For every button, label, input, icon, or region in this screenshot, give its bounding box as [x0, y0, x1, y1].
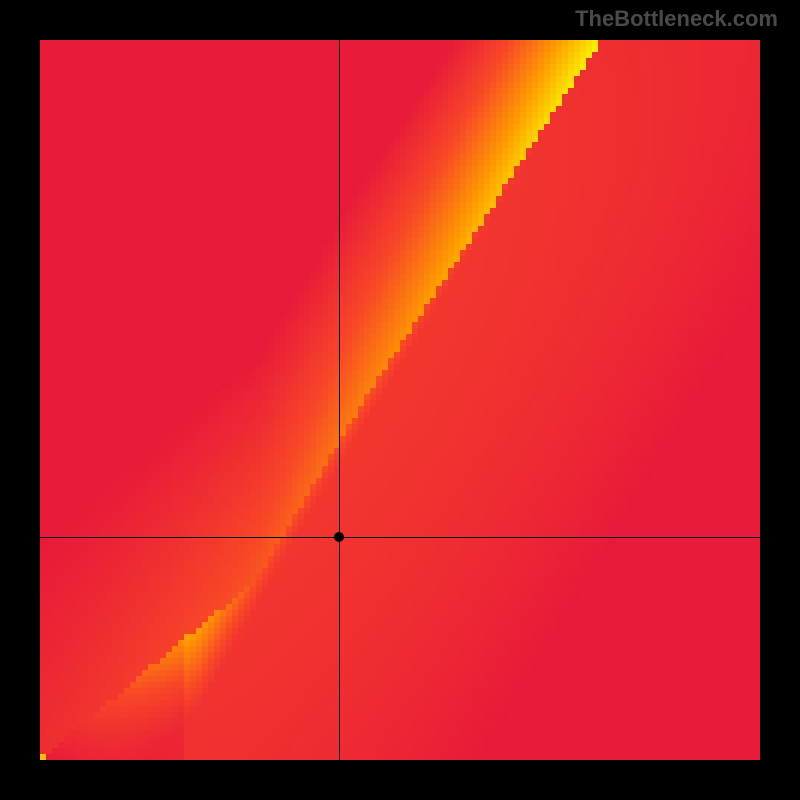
chart-container: TheBottleneck.com: [0, 0, 800, 800]
heatmap-plot: [40, 40, 760, 760]
crosshair-marker: [334, 532, 344, 542]
crosshair-horizontal: [40, 537, 760, 538]
heatmap-canvas: [40, 40, 760, 760]
crosshair-vertical: [339, 40, 340, 760]
watermark-text: TheBottleneck.com: [575, 6, 778, 32]
